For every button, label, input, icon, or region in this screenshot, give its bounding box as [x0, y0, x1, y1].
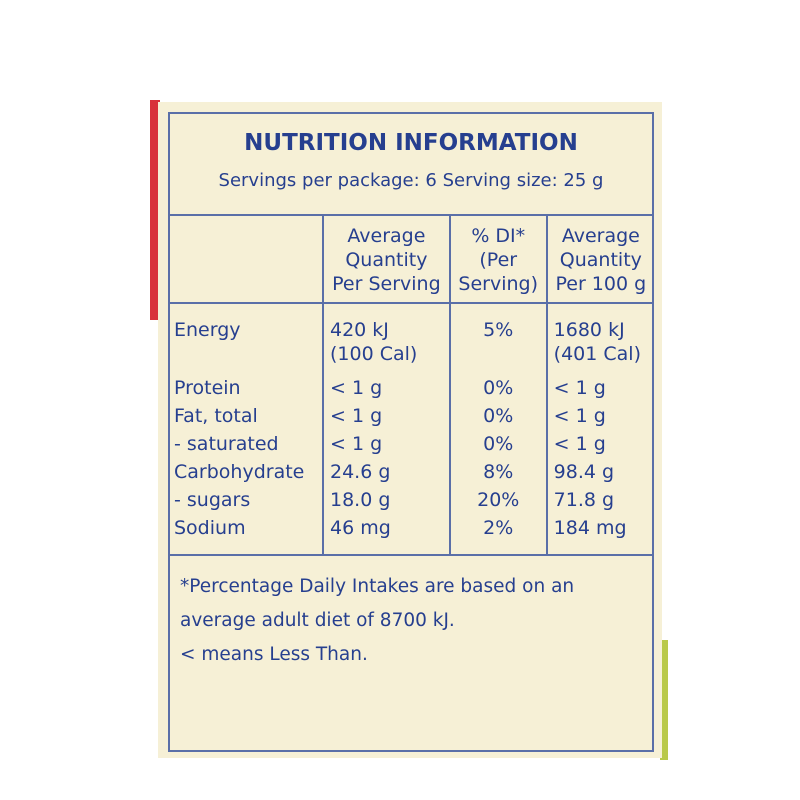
cell-line: % DI* — [471, 225, 526, 247]
nutrient-name: - sugars — [168, 486, 324, 514]
package-edge — [150, 100, 160, 320]
cell-line: 420 kJ — [330, 319, 389, 341]
nutrient-value: 184 mg — [553, 517, 627, 539]
nutrient-value: 0% — [449, 374, 548, 402]
nutrient-name: Sodium — [168, 514, 324, 554]
nutrient-name: Fat, total — [168, 402, 324, 430]
footnote-line: average adult diet of 8700 kJ. — [180, 610, 455, 631]
cell-line: Average — [561, 225, 640, 247]
nutrient-row: Sodium 46 mg 2% 184 mg — [168, 514, 654, 554]
header-cell — [168, 214, 324, 304]
nutrient-value: 5% — [449, 303, 548, 374]
cell-line: Quantity — [559, 249, 642, 271]
nutrient-name: - saturated — [168, 430, 324, 458]
cell-line: Quantity — [345, 249, 428, 271]
nutrient-value: 8% — [449, 458, 548, 486]
nutrition-table: Average Quantity Per Serving% DI* (Per Servi… — [168, 214, 654, 554]
cell-line: Per 100 g — [555, 273, 647, 295]
nutrient-row: - sugars 18.0 g 20% 71.8 g — [168, 486, 654, 514]
header-cell: Average Quantity Per 100 g — [546, 214, 654, 304]
nutrient-value: < 1 g — [553, 433, 606, 455]
nutrient-row: Fat, total < 1 g 0% < 1 g — [168, 402, 654, 430]
nutrient-value: 420 kJ (100 Cal) — [323, 303, 451, 374]
footnote-line: < means Less Than. — [180, 644, 368, 665]
nutrient-row: Protein < 1 g 0% < 1 g — [168, 374, 654, 402]
nutrient-value: < 1 g — [323, 402, 451, 430]
nutrient-row: Energy 420 kJ (100 Cal) 5% 1680 kJ (401 Cal) — [168, 303, 654, 374]
nutrient-value: < 1 g — [553, 405, 606, 427]
nutrient-row: Carbohydrate 24.6 g 8% 98.4 g — [168, 458, 654, 486]
nutrient-value: 2% — [449, 514, 548, 554]
cell-line: Average — [347, 225, 426, 247]
nutrient-row: - saturated < 1 g 0% < 1 g — [168, 430, 654, 458]
nutrient-value: 46 mg — [323, 514, 451, 554]
nutrient-value: 98.4 g — [553, 461, 615, 483]
nutrient-name: Carbohydrate — [168, 458, 324, 486]
subtitle: Servings per package: 6 Serving size: 25… — [218, 170, 604, 191]
footnote-line: *Percentage Daily Intakes are based on a… — [180, 576, 575, 597]
nutrient-value: < 1 g — [323, 430, 451, 458]
nutrition-panel: NUTRITION INFORMATION Servings per packa… — [168, 112, 654, 752]
header-cell: Average Quantity Per Serving — [323, 214, 451, 304]
nutrient-value: < 1 g — [323, 374, 451, 402]
title: NUTRITION INFORMATION — [244, 130, 578, 156]
cell-line: 1680 kJ — [553, 319, 625, 341]
header-cell: % DI* (Per Serving) — [449, 214, 548, 304]
cell-line: (401 Cal) — [553, 343, 641, 365]
nutrient-value: 18.0 g — [323, 486, 451, 514]
cell-line: Per Serving — [332, 273, 441, 295]
package-edge — [660, 640, 668, 760]
nutrient-value: < 1 g — [553, 377, 606, 399]
nutrient-value: 0% — [449, 430, 548, 458]
nutrient-value: 20% — [449, 486, 548, 514]
nutrient-name: Energy — [168, 303, 324, 374]
footnote: *Percentage Daily Intakes are based on a… — [170, 554, 652, 686]
cell-line: (100 Cal) — [330, 343, 418, 365]
nutrient-name: Protein — [168, 374, 324, 402]
header-row: Average Quantity Per Serving% DI* (Per Servi… — [168, 214, 654, 304]
nutrient-value: 71.8 g — [553, 489, 615, 511]
cell-line: (Per — [479, 249, 518, 271]
nutrient-value: 1680 kJ (401 Cal) — [547, 303, 654, 374]
nutrient-value: 0% — [449, 402, 548, 430]
cell-line: Serving) — [458, 273, 539, 295]
nutrient-value: 24.6 g — [323, 458, 451, 486]
